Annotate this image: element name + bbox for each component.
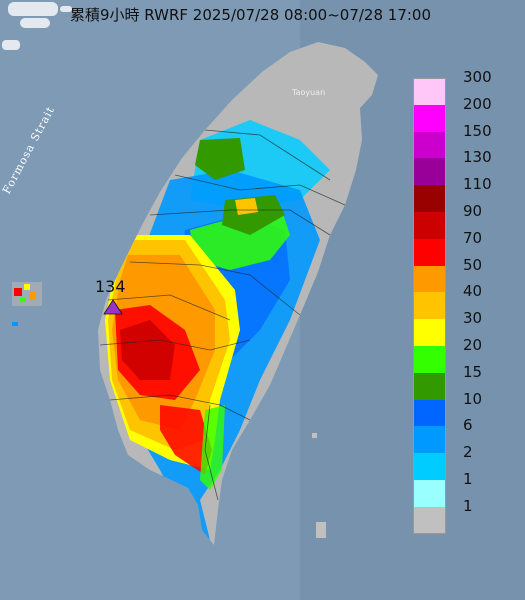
legend-row: 50	[413, 256, 518, 293]
legend-row: 6	[413, 416, 518, 454]
legend-label: 2	[463, 443, 473, 462]
rain-red-south	[160, 405, 212, 475]
legend-row: 15	[413, 363, 518, 400]
legend-label: 50	[463, 255, 483, 274]
legend-label: 10	[463, 389, 483, 408]
orchid-island	[316, 522, 326, 538]
county-borders	[99, 129, 346, 501]
legend-row: 150	[413, 122, 518, 159]
legend-swatch	[413, 453, 446, 480]
legend-row: 110	[413, 175, 518, 212]
legend-row: 90	[413, 202, 518, 239]
legend-swatch	[413, 238, 446, 266]
legend-swatch	[413, 319, 446, 346]
legend-row: 30	[413, 309, 518, 346]
legend-swatch	[413, 131, 446, 159]
cloud-specks	[2, 2, 72, 50]
legend-label: 20	[463, 335, 483, 354]
legend-label: 300	[463, 68, 492, 86]
legend-label: 150	[463, 121, 492, 140]
legend-row: 70	[413, 229, 518, 266]
legend-row: 1	[413, 470, 518, 507]
legend-row: 200	[413, 95, 518, 132]
map-title: 累積9小時 RWRF 2025/07/28 08:00~07/28 17:00	[70, 6, 432, 24]
legend-row: 130	[413, 148, 518, 186]
legend-swatch	[413, 104, 446, 132]
legend-label: 70	[463, 228, 483, 247]
max-value-marker	[103, 299, 123, 315]
legend-row: 10	[413, 390, 518, 427]
legend-swatch	[413, 185, 446, 212]
legend-label: 40	[463, 282, 483, 301]
legend-swatch	[413, 372, 446, 400]
rain-darkred-southwest	[120, 320, 175, 380]
rain-green-north	[195, 138, 245, 180]
max-value-label: 134	[95, 277, 126, 296]
legend-swatch	[413, 426, 446, 454]
legend-label: 200	[463, 94, 492, 113]
rainfall-legend: 300 200 150 130 110 90 70 50 40 30 20 15 10 6 2 1 1	[413, 68, 518, 534]
legend-label-bottom: 1	[463, 496, 473, 515]
legend-label: 90	[463, 201, 483, 220]
legend-swatch	[413, 479, 446, 507]
legend-swatch	[413, 265, 446, 293]
legend-label: 30	[463, 309, 483, 328]
legend-swatch	[413, 292, 446, 320]
legend-row: 300	[413, 68, 518, 105]
legend-swatch	[413, 211, 446, 239]
rain-orange-north-patch	[235, 198, 258, 215]
legend-swatch	[413, 158, 446, 186]
legend-swatch	[413, 345, 446, 373]
legend-row: 40	[413, 282, 518, 320]
legend-row: 2	[413, 443, 518, 480]
rain-green-southeast	[200, 405, 225, 490]
legend-row	[413, 506, 518, 534]
legend-label: 6	[463, 416, 473, 435]
legend-label: 110	[463, 175, 492, 194]
penghu-isles	[12, 282, 42, 326]
legend-swatch	[413, 506, 446, 534]
green-island	[312, 433, 317, 438]
taoyuan-label: Taoyuan	[292, 88, 326, 97]
legend-label: 1	[463, 469, 473, 488]
legend-label: 130	[463, 148, 492, 167]
legend-row: 20	[413, 336, 518, 373]
legend-swatch	[413, 78, 446, 105]
legend-swatch	[413, 399, 446, 427]
legend-label: 15	[463, 362, 483, 381]
